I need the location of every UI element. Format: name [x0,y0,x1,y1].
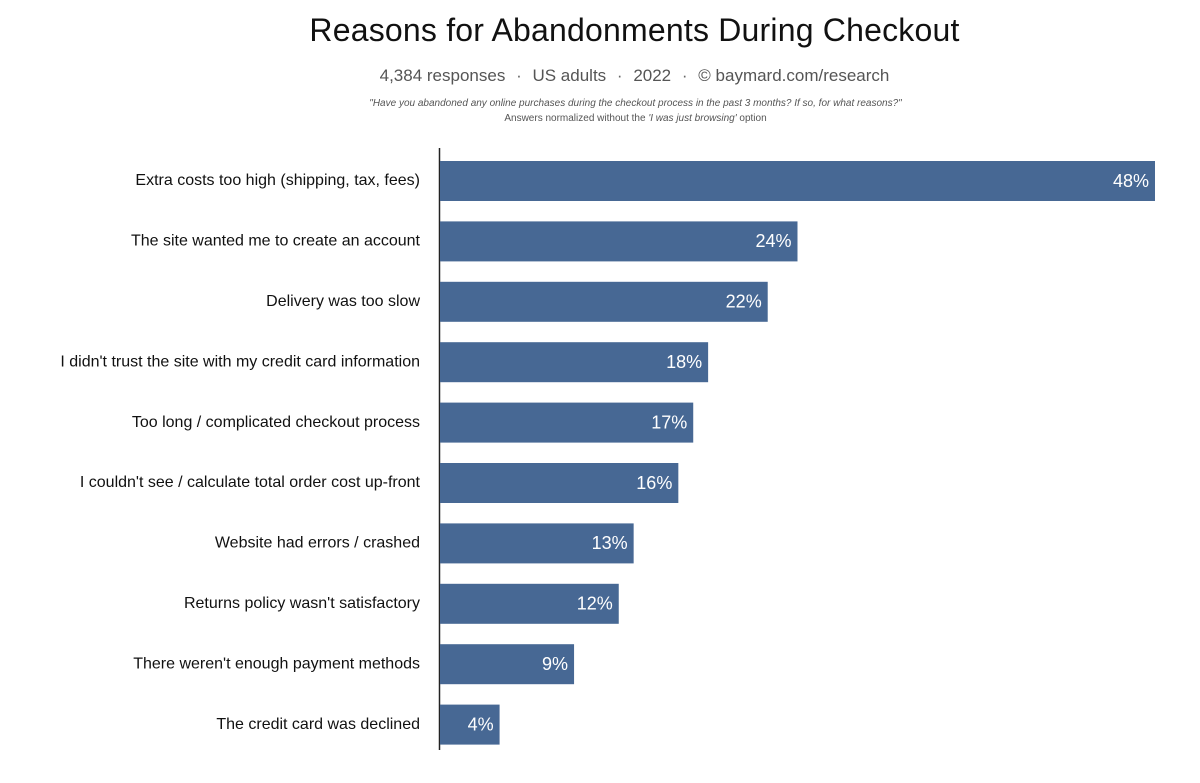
category-label: The credit card was declined [216,716,420,733]
separator-dot: · [681,66,688,85]
category-label: Website had errors / crashed [215,535,420,552]
bar [440,281,768,322]
separator-dot: · [516,66,522,85]
bar [440,463,679,503]
value-label: 9% [542,654,568,674]
value-label: 24% [755,231,791,251]
value-label: 16% [636,473,672,493]
survey-year: 2022 [633,66,672,85]
value-label: 22% [726,292,762,312]
bar [440,583,619,624]
category-label: Extra costs too high (shipping, tax, fee… [135,172,420,189]
category-label: There weren't enough payment methods [133,655,420,672]
source-credit: © baymard.com/research [698,66,890,85]
bar [440,221,798,262]
response-count: 4,384 responses [379,66,506,85]
bar [440,644,575,685]
category-label: I didn't trust the site with my credit c… [60,353,420,370]
bar [440,704,500,745]
population: US adults [532,66,607,85]
value-label: 4% [468,714,494,734]
note-emphasis: 'I was just browsing' [648,113,737,124]
category-label: I couldn't see / calculate total order c… [80,474,421,491]
normalization-note: Answers normalized without the 'I was ju… [0,113,1200,124]
bar [440,523,634,564]
category-label: Too long / complicated checkout process [132,414,420,431]
value-label: 18% [666,352,702,372]
value-label: 13% [592,533,628,553]
survey-question: "Have you abandoned any online purchases… [369,98,902,109]
category-label: Delivery was too slow [266,293,420,310]
bar [440,342,709,383]
value-label: 17% [651,412,687,432]
category-label: Returns policy wasn't satisfactory [184,595,420,612]
separator-dot: · [616,66,623,85]
chart-title: Reasons for Abandonments During Checkout [309,12,960,48]
bar [440,402,694,443]
bars-group: Extra costs too high (shipping, tax, fee… [60,161,1155,745]
chart-subtitle: 4,384 responses · US adults · 2022 · © b… [0,66,1200,86]
note-text-before: Answers normalized without the [504,113,649,124]
note-text-after: option [736,113,767,124]
bar [440,161,1155,201]
category-label: The site wanted me to create an account [131,233,421,250]
value-label: 12% [577,594,613,614]
value-label: 48% [1113,171,1149,191]
